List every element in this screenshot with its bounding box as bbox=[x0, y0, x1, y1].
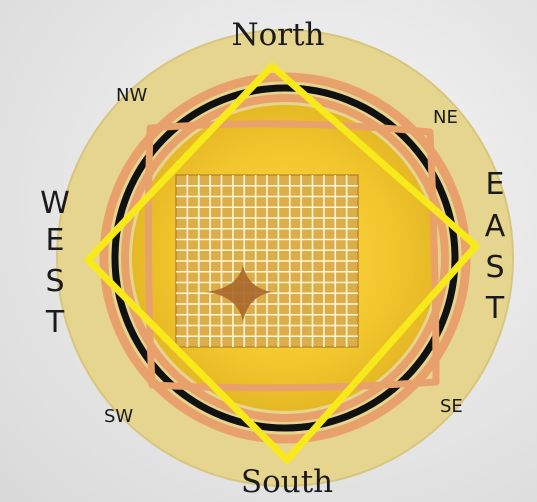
west-letter-t: T bbox=[45, 305, 65, 340]
east-letter-e: E bbox=[486, 167, 505, 202]
se-label: SE bbox=[440, 396, 463, 417]
south-label: South bbox=[241, 464, 333, 500]
grid-lines bbox=[176, 175, 358, 347]
sw-label: SW bbox=[104, 406, 133, 427]
east-letter-s: S bbox=[485, 250, 504, 285]
west-letter-w: W bbox=[40, 186, 70, 221]
yellow-diamond bbox=[84, 62, 480, 464]
black-ring bbox=[111, 84, 459, 432]
east-letter-t: T bbox=[485, 291, 505, 326]
east-letter-a: A bbox=[485, 209, 506, 244]
nw-label: NW bbox=[116, 85, 147, 106]
vastu-grid bbox=[175, 174, 359, 348]
north-label: North bbox=[231, 17, 324, 53]
ne-label: NE bbox=[433, 107, 458, 128]
west-letter-e: E bbox=[46, 223, 65, 258]
inner-orange-ring bbox=[121, 94, 449, 422]
west-letter-s: S bbox=[45, 264, 64, 299]
star-mark bbox=[206, 265, 272, 322]
